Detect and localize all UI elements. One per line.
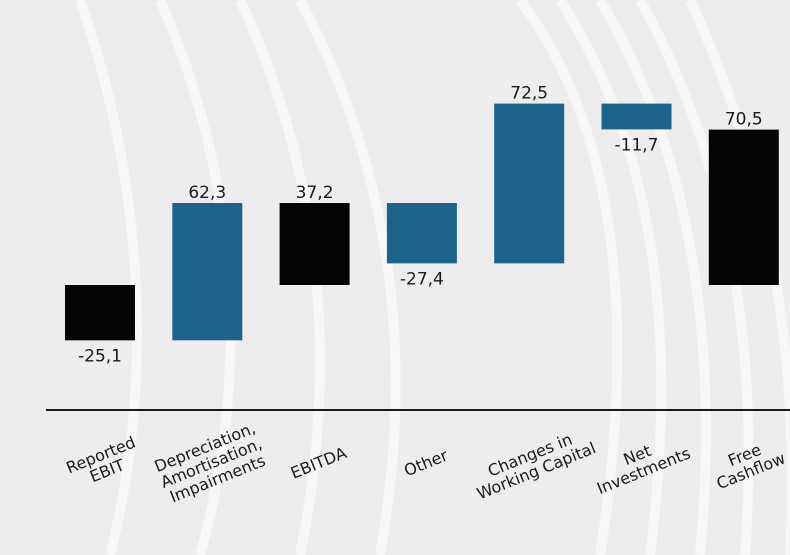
background-arc [515, 0, 623, 555]
value-label: 37,2 [296, 183, 334, 203]
value-label: 62,3 [188, 183, 226, 203]
bar [386, 203, 457, 264]
background-arc [555, 0, 667, 555]
category-label: NetInvestments [588, 428, 693, 498]
bar [172, 203, 243, 341]
category-label-line: Other [401, 445, 451, 480]
background-arc [75, 0, 142, 555]
background-arc [595, 0, 711, 555]
bar [601, 103, 672, 130]
value-label: 72,5 [510, 84, 548, 104]
bar [65, 285, 135, 341]
bars [65, 103, 779, 341]
bar [708, 129, 779, 285]
bar [279, 203, 350, 285]
value-label: -25,1 [78, 346, 122, 366]
category-label: Other [401, 445, 451, 480]
value-label: 70,5 [725, 110, 763, 130]
category-label: Changes inWorking Capital [468, 423, 599, 504]
value-label: -27,4 [400, 269, 444, 289]
background-arc [295, 0, 401, 555]
value-labels: -25,1 62,3 37,2 -27,4 72,5 -11,7 70,5 [78, 84, 763, 367]
bar [494, 103, 565, 264]
value-label: -11,7 [615, 135, 659, 155]
category-labels: ReportedEBIT Depreciation,Amortisation,Im… [63, 418, 788, 506]
